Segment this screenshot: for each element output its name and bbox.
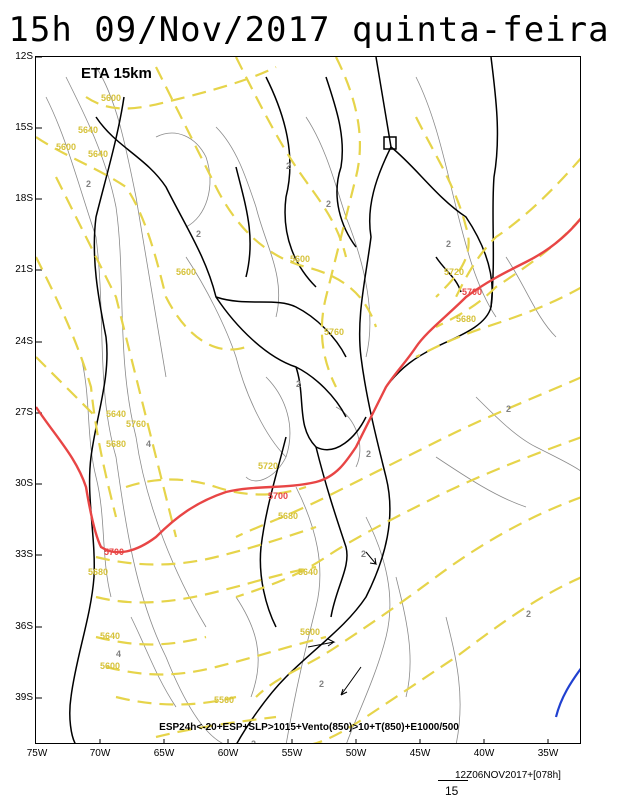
isobar-label: 2 xyxy=(446,239,451,249)
isobar-label: 2 xyxy=(286,161,291,171)
contour-5700-line xyxy=(36,217,580,554)
scale-bar xyxy=(438,780,468,781)
lon-label: 35W xyxy=(537,748,559,759)
map-canvas: 5600 5640 5600 5640 5600 5600 5720 5680 … xyxy=(36,57,580,744)
contour-label: 5600 xyxy=(56,142,76,152)
contour-label: 5640 xyxy=(100,631,120,641)
lat-label: 33S xyxy=(15,549,33,560)
contour-label: 5680 xyxy=(456,314,476,324)
lat-label: 15S xyxy=(15,122,33,133)
contour-label: 5600 xyxy=(100,661,120,671)
lon-label: 65W xyxy=(153,748,175,759)
wind-vectors xyxy=(307,551,378,696)
contour-label: 5680 xyxy=(278,511,298,521)
contour-label: 5640 xyxy=(106,409,126,419)
isobar-labels: 2 2 2 2 2 2 2 2 2 4 4 2 2 2 xyxy=(86,161,531,744)
contour-label: 5700 xyxy=(462,287,482,297)
contour-label: 5640 xyxy=(78,125,98,135)
scale-value: 15 xyxy=(445,784,459,798)
contour-label: 5720 xyxy=(258,461,278,471)
isobar-label: 2 xyxy=(361,549,366,559)
lon-label: 60W xyxy=(217,748,239,759)
contour-label: 5600 xyxy=(300,627,320,637)
contour-label: 5720 xyxy=(444,267,464,277)
contour-label: 5600 xyxy=(290,254,310,264)
precip-contour xyxy=(554,667,580,718)
lat-label: 36S xyxy=(15,621,33,632)
isobar-label: 2 xyxy=(506,404,511,414)
lon-label: 75W xyxy=(26,748,48,759)
thickness-contours xyxy=(36,57,580,743)
lat-label: 39S xyxy=(15,692,33,703)
contour-label: 5560 xyxy=(214,695,234,705)
lon-label: 70W xyxy=(89,748,111,759)
isobar-label: 2 xyxy=(326,199,331,209)
contour-labels: 5600 5640 5600 5640 5600 5600 5720 5680 … xyxy=(56,93,476,705)
model-label: ETA 15km xyxy=(81,65,152,82)
isobar-label: 2 xyxy=(366,449,371,459)
contour-label: 5600 xyxy=(176,267,196,277)
map-frame: 5600 5640 5600 5640 5600 5600 5720 5680 … xyxy=(35,56,581,744)
lon-label: 40W xyxy=(473,748,495,759)
coastline-borders xyxy=(69,57,499,743)
run-info: 12Z06NOV2017+[078h] xyxy=(455,770,561,781)
contour-label: 5760 xyxy=(324,327,344,337)
contour-label: 5600 xyxy=(101,93,121,103)
isobar-label: 4 xyxy=(116,649,121,659)
lat-label: 18S xyxy=(15,193,33,204)
isobar-label: 2 xyxy=(86,179,91,189)
lat-label: 21S xyxy=(15,264,33,275)
isobar-label: 2 xyxy=(526,609,531,619)
contour-label: 5700 xyxy=(104,547,124,557)
isobar-label: 2 xyxy=(251,739,256,744)
contour-labels-5700: 5700 5700 5700 xyxy=(104,287,482,557)
lon-label: 55W xyxy=(281,748,303,759)
contour-label: 5700 xyxy=(268,491,288,501)
lat-label: 12S xyxy=(15,51,33,62)
fields-caption: ESP24h<-20+ESP+SLP>1015+Vento(850)>10+T(… xyxy=(159,722,459,733)
lon-label: 50W xyxy=(345,748,367,759)
isobar-label: 2 xyxy=(296,379,301,389)
contour-label: 5640 xyxy=(88,149,108,159)
isobar-label: 2 xyxy=(196,229,201,239)
isobar-label: 4 xyxy=(146,439,151,449)
contour-label: 5760 xyxy=(126,419,146,429)
map-title: 15h 09/Nov/2017 quinta-feira xyxy=(8,10,610,50)
lat-label: 30S xyxy=(15,478,33,489)
contour-label: 5680 xyxy=(88,567,108,577)
lat-label: 24S xyxy=(15,336,33,347)
lon-label: 45W xyxy=(409,748,431,759)
lat-label: 27S xyxy=(15,407,33,418)
isobar-contours xyxy=(45,66,580,743)
isobar-label: 2 xyxy=(319,679,324,689)
contour-label: 5640 xyxy=(298,567,318,577)
contour-label: 5680 xyxy=(106,439,126,449)
